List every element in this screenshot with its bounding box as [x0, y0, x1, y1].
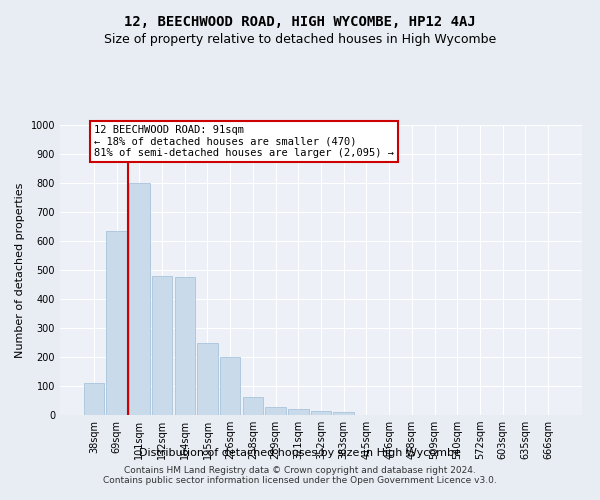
Bar [175, 277, 195, 415]
Bar [129, 183, 149, 415]
Bar [242, 396, 263, 415]
Bar [197, 342, 218, 415]
Bar [311, 410, 331, 415]
Text: 12, BEECHWOOD ROAD, HIGH WYCOMBE, HP12 4AJ: 12, BEECHWOOD ROAD, HIGH WYCOMBE, HP12 4… [124, 15, 476, 29]
Bar [220, 357, 241, 415]
Bar [106, 231, 127, 415]
Bar [152, 276, 172, 415]
Bar [334, 412, 354, 415]
Text: Size of property relative to detached houses in High Wycombe: Size of property relative to detached ho… [104, 32, 496, 46]
Text: 12 BEECHWOOD ROAD: 91sqm
← 18% of detached houses are smaller (470)
81% of semi-: 12 BEECHWOOD ROAD: 91sqm ← 18% of detach… [94, 125, 394, 158]
Y-axis label: Number of detached properties: Number of detached properties [15, 182, 25, 358]
Bar [265, 407, 286, 415]
Bar [84, 383, 104, 415]
Text: Distribution of detached houses by size in High Wycombe: Distribution of detached houses by size … [139, 448, 461, 458]
Text: Contains HM Land Registry data © Crown copyright and database right 2024.
Contai: Contains HM Land Registry data © Crown c… [103, 466, 497, 485]
Bar [288, 409, 308, 415]
